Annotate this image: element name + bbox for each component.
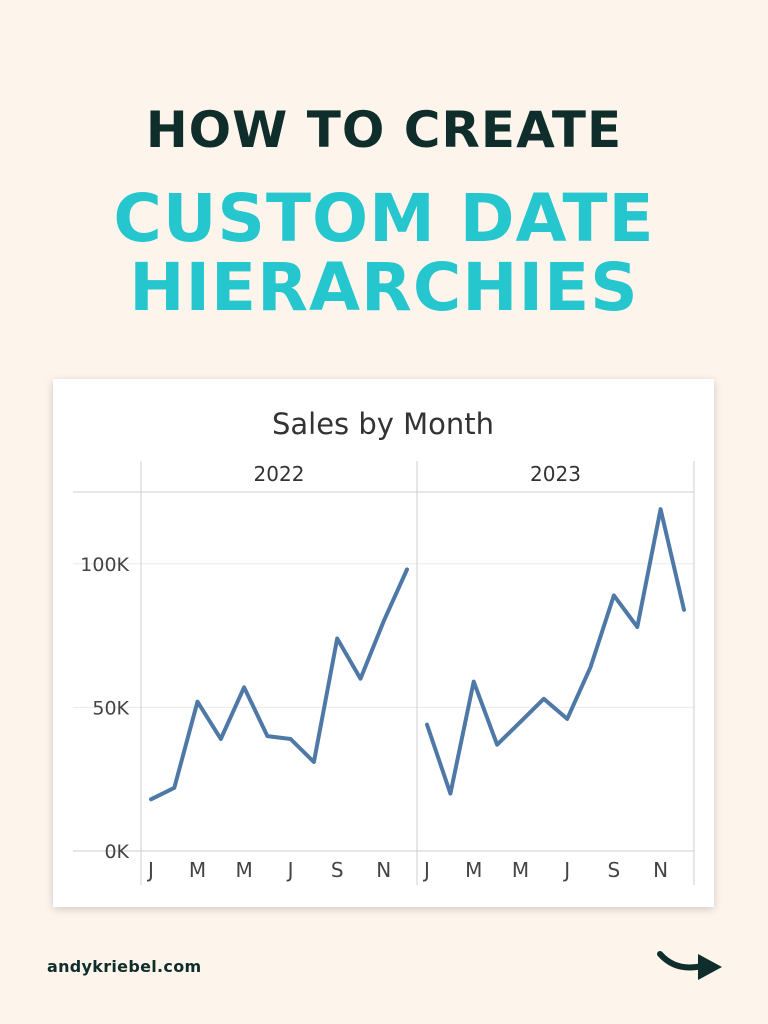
x-tick-label: N	[376, 858, 391, 882]
x-tick-label: M	[235, 858, 252, 882]
x-tick-label: M	[465, 858, 482, 882]
x-tick-label: S	[331, 858, 344, 882]
title-line-3: HIERARCHIES	[129, 249, 639, 326]
y-tick-label: 100K	[80, 554, 129, 576]
sales-line-2023	[425, 507, 686, 796]
x-tick-label: M	[512, 858, 529, 882]
x-tick-label: M	[189, 858, 206, 882]
title-line-2: CUSTOM DATE	[113, 180, 655, 257]
chart-card: Sales by Month 0K 50K 100K 2022 J M M J S N 2023 J M…	[53, 379, 714, 907]
x-tick-label: S	[608, 858, 621, 882]
x-tick-label: J	[562, 858, 570, 882]
chart-title: Sales by Month	[272, 407, 494, 441]
panel-header-2022: 2022	[254, 462, 305, 486]
title-line-1: HOW TO CREATE	[145, 101, 623, 159]
x-tick-label: J	[286, 858, 294, 882]
sales-chart: Sales by Month 0K 50K 100K 2022 J M M J S N 2023 J M…	[73, 407, 695, 885]
site-link[interactable]: andykriebel.com	[47, 957, 202, 976]
y-tick-label: 50K	[92, 697, 129, 719]
panel-header-2023: 2023	[530, 462, 581, 486]
x-tick-label: N	[653, 858, 668, 882]
y-tick-label: 0K	[104, 841, 129, 863]
sales-line-2022	[149, 567, 409, 802]
curved-arrow-right-icon[interactable]	[656, 946, 726, 986]
x-tick-label: J	[146, 858, 154, 882]
x-tick-label: J	[422, 858, 430, 882]
